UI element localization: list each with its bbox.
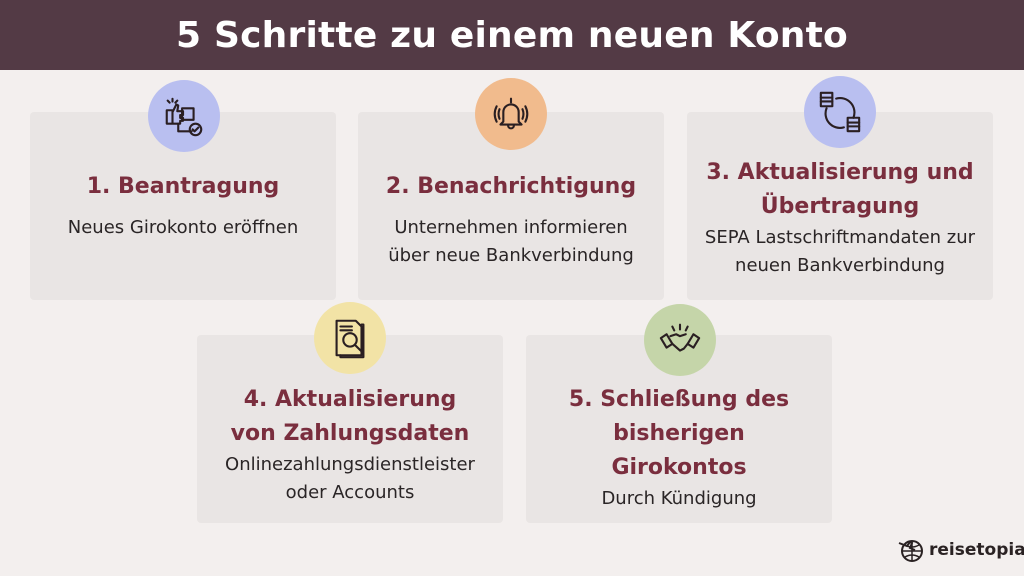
handshake-icon [644, 304, 716, 376]
step-text: Durch Kündigung [601, 488, 757, 509]
bell-icon [475, 78, 547, 150]
step-title: 2. Benachrichtigung [385, 174, 637, 199]
header-banner: 5 Schritte zu einem neuen Konto [0, 0, 1024, 70]
step-text: Neues Girokonto eröffnen [67, 217, 299, 238]
page-title: 5 Schritte zu einem neuen Konto [176, 14, 848, 56]
step-text: Unternehmen informieren über neue Bankve… [388, 217, 634, 266]
step-title: 3. Aktualisierung und Übertragung [706, 160, 974, 219]
step-title: 4. Aktualisierung von Zahlungsdaten [230, 387, 470, 446]
globe-plane-icon [898, 540, 923, 562]
brand-logo: reisetopia [898, 537, 1024, 563]
step-title: 1. Beantragung [86, 174, 280, 199]
step-text: SEPA Lastschriftmandaten zur neuen Bankv… [704, 227, 976, 276]
server-transfer-icon [804, 76, 876, 148]
thumbs-up-package-check-icon [148, 80, 220, 152]
step-text: Onlinezahlungsdienstleister oder Account… [225, 454, 475, 503]
step-title: 5. Schließung des bisherigen Girokontos [568, 387, 790, 480]
document-search-icon [314, 302, 386, 374]
brand-name: reisetopia [929, 540, 1024, 560]
